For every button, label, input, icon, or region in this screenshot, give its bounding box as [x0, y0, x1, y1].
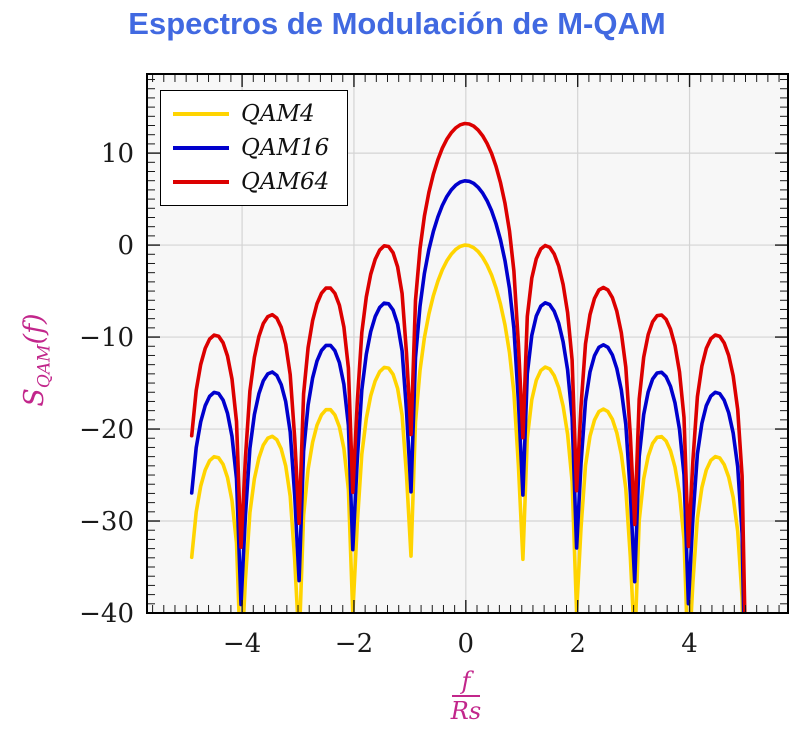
x-label-numerator: f	[451, 668, 481, 698]
series-curve-qam4	[189, 243, 745, 613]
legend-label-qam64: QAM64	[241, 169, 330, 195]
x-label-denominator: Rs	[450, 697, 482, 726]
series-curve-qam64	[189, 121, 747, 613]
legend-label-qam4: QAM4	[241, 101, 315, 127]
legend-item-qam16: QAM16	[161, 135, 347, 161]
y-tick-label: 10	[101, 139, 134, 169]
legend-item-qam64: QAM64	[161, 169, 347, 195]
x-tick-label: 4	[681, 629, 698, 659]
y-label-args: (f)	[19, 313, 50, 345]
legend-item-qam4: QAM4	[161, 101, 347, 127]
y-tick-label: −20	[79, 415, 134, 445]
y-axis-label: SQAM(f)	[19, 275, 59, 445]
legend-label-qam16: QAM16	[241, 135, 330, 161]
x-axis-label: f Rs	[436, 668, 496, 725]
legend-line-qam4	[173, 112, 229, 116]
plot-frame	[146, 73, 789, 614]
legend-line-qam64	[173, 180, 229, 184]
x-tick-label: −2	[335, 629, 373, 659]
y-tick-label: −30	[79, 507, 134, 537]
chart-title: Espectros de Modulación de M-QAM	[128, 6, 666, 41]
x-tick-label: 2	[569, 629, 586, 659]
y-tick-label: −10	[79, 323, 134, 353]
y-tick-label: −40	[79, 599, 134, 629]
y-label-base: S	[19, 388, 50, 407]
x-tick-label: 0	[458, 629, 475, 659]
legend: QAM4 QAM16 QAM64	[160, 90, 348, 206]
y-label-sub: QAM	[34, 344, 55, 389]
series-curve-qam16	[189, 179, 746, 613]
y-tick-label: 0	[117, 231, 134, 261]
legend-line-qam16	[173, 146, 229, 150]
x-tick-label: −4	[223, 629, 261, 659]
